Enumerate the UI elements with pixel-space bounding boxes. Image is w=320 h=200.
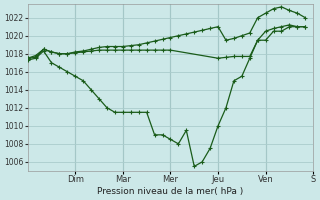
- X-axis label: Pression niveau de la mer( hPa ): Pression niveau de la mer( hPa ): [97, 187, 244, 196]
